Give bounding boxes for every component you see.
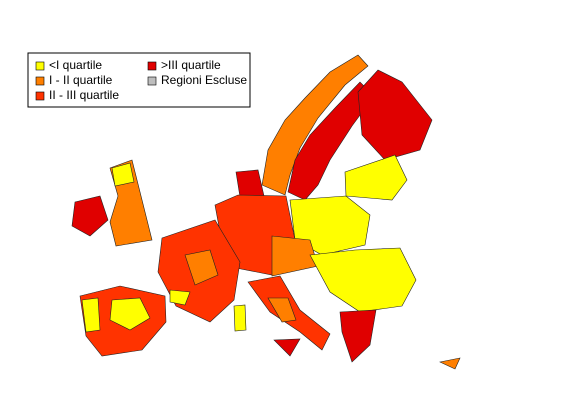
region	[184, 249, 219, 286]
legend-swatch	[35, 91, 45, 101]
region	[81, 297, 101, 333]
legend-swatch	[147, 61, 157, 71]
region	[267, 297, 297, 323]
region	[309, 247, 417, 313]
region	[109, 297, 151, 331]
legend-label: II - III quartile	[49, 88, 119, 102]
region	[233, 304, 247, 332]
legend-swatch	[147, 76, 157, 86]
legend-label: >III quartile	[161, 58, 221, 72]
legend-label: <I quartile	[49, 58, 102, 72]
legend-label: I - II quartile	[49, 73, 113, 87]
region	[111, 162, 135, 187]
region	[261, 54, 369, 196]
region	[235, 169, 265, 198]
legend-label: Regioni Escluse	[161, 73, 247, 87]
region	[339, 309, 377, 363]
region	[71, 195, 109, 237]
region	[273, 338, 301, 357]
legend-swatch	[35, 61, 45, 71]
legend-swatch	[35, 76, 45, 86]
map	[71, 54, 461, 370]
legend-box	[27, 52, 251, 108]
region	[169, 289, 191, 306]
region	[357, 69, 433, 161]
region	[439, 357, 461, 370]
region	[344, 154, 408, 201]
